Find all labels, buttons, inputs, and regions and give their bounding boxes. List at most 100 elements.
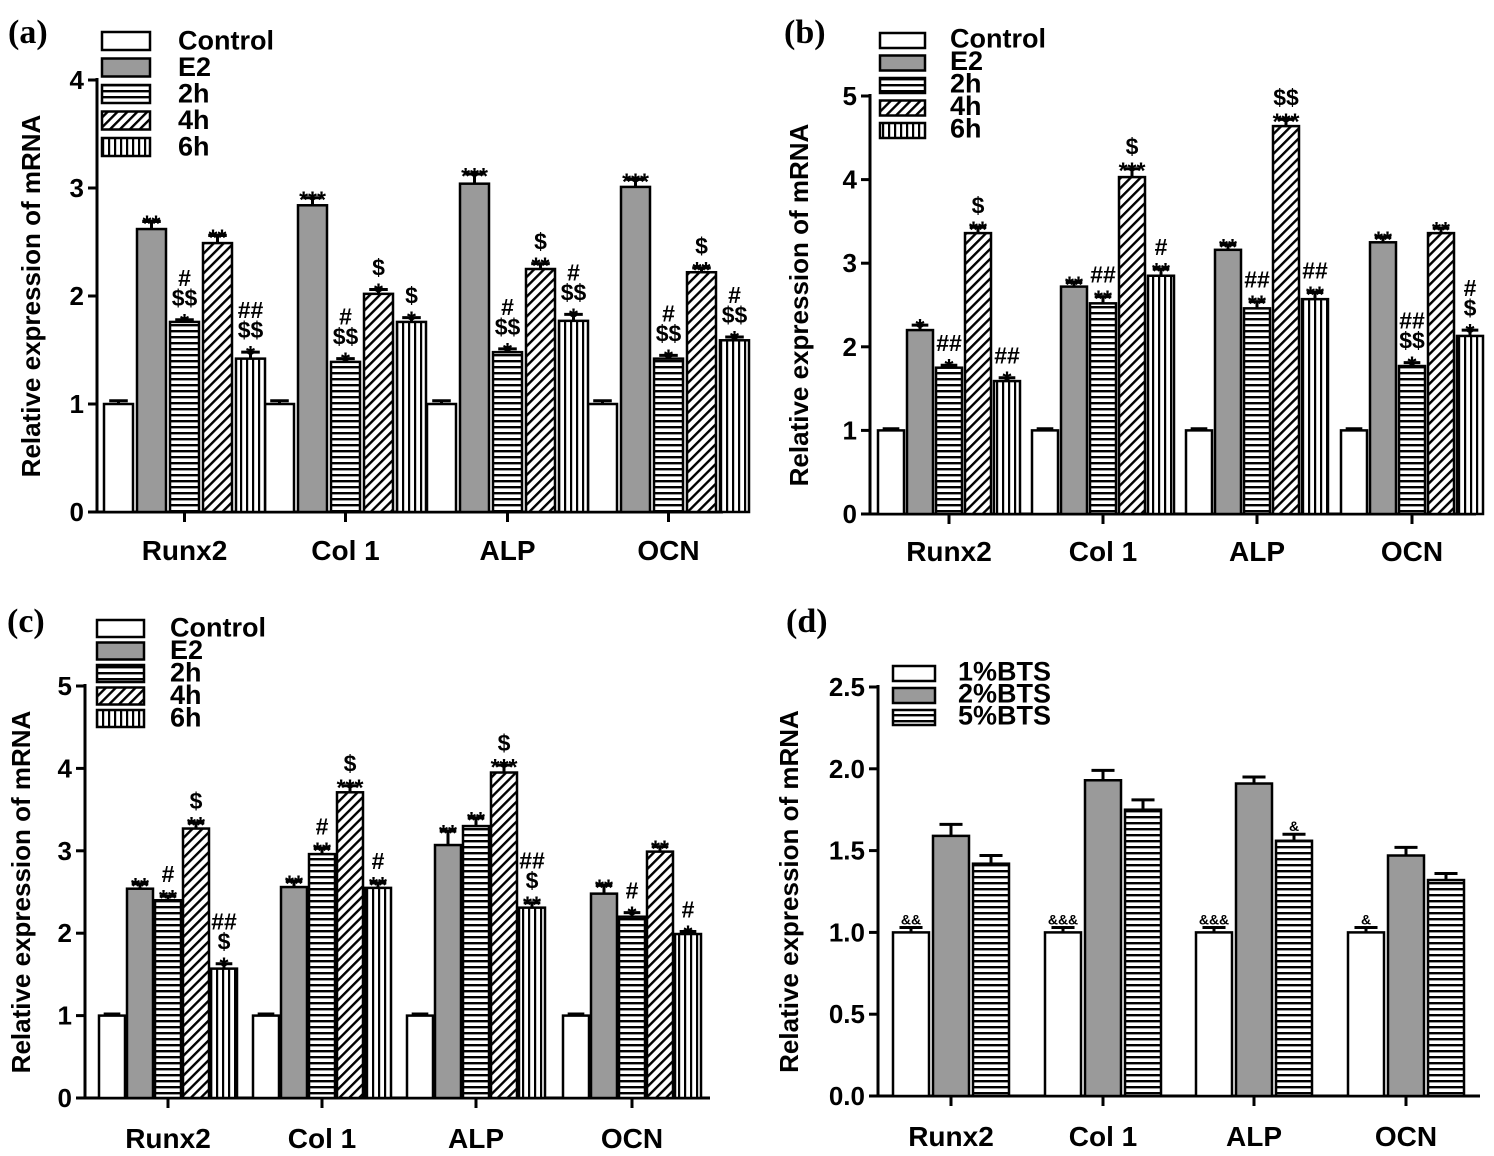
y-axis-label: Relative expression of mRNA	[784, 123, 814, 486]
bar-Control	[102, 402, 135, 514]
legend-label: E2	[178, 52, 211, 82]
y-tick-label: 0	[70, 497, 84, 527]
legend-label: 6h	[950, 114, 982, 144]
y-tick-label: 0.5	[829, 999, 865, 1029]
significance-mark: #	[501, 294, 514, 320]
bar-E2	[1059, 285, 1089, 516]
bar-4h	[1426, 231, 1456, 516]
significance-mark: ***	[461, 163, 488, 189]
bar-E2	[458, 182, 491, 514]
significance-mark: **	[131, 873, 149, 899]
category-label: OCN	[1375, 1121, 1437, 1152]
y-tick-label: 0	[58, 1083, 72, 1113]
legend-label: Control	[950, 24, 1046, 54]
significance-mark: **	[1306, 281, 1324, 307]
significance-mark: ***	[491, 754, 518, 780]
bar-E2	[905, 328, 935, 516]
significance-mark: **	[467, 807, 485, 833]
significance-mark: $	[498, 730, 511, 756]
bar-6h	[209, 967, 239, 1100]
significance-mark: *	[1466, 319, 1475, 345]
significance-mark: **	[595, 874, 613, 900]
significance-mark: &&	[901, 911, 921, 927]
chart-panel-a: (a) Relative expression of mRNA 0 1 2 3 4 Runx2…	[8, 14, 751, 566]
significance-mark: #	[662, 300, 675, 326]
category-label: OCN	[637, 535, 699, 566]
bar-1%BTS	[1346, 931, 1386, 1098]
significance-mark: *	[180, 309, 189, 335]
bar-Control	[1184, 429, 1214, 516]
significance-mark: #	[1155, 234, 1168, 260]
panel-label: (b)	[784, 14, 826, 51]
significance-mark: #	[316, 813, 329, 839]
significance-mark: #	[372, 848, 385, 874]
significance-mark: ##	[238, 297, 264, 323]
significance-mark: &&&	[1048, 911, 1078, 927]
legend-label: 4h	[950, 91, 982, 121]
bar-2h	[934, 366, 964, 516]
significance-mark: $	[1126, 134, 1139, 160]
bar-E2	[619, 185, 652, 514]
y-tick-label: 1.5	[829, 836, 865, 866]
significance-mark: ##	[994, 343, 1020, 369]
y-tick-label: 1	[70, 389, 84, 419]
category-label: ALP	[448, 1123, 504, 1154]
significance-mark: &	[1361, 911, 1371, 927]
bar-1%BTS	[1194, 931, 1234, 1098]
panel-label: (a)	[8, 14, 48, 51]
significance-mark: ##	[936, 330, 962, 356]
bar-2%BTS	[1083, 779, 1123, 1098]
significance-mark: *	[684, 921, 693, 947]
bar-6h	[673, 932, 703, 1100]
legend-label: 5%BTS	[958, 701, 1051, 731]
y-tick-label: 4	[70, 65, 85, 95]
bar-4h	[645, 850, 675, 1100]
legend-swatch	[95, 708, 146, 729]
y-tick-label: 1.0	[829, 917, 865, 947]
significance-mark: **	[159, 885, 177, 911]
category-label: OCN	[1381, 536, 1443, 567]
legend-swatch	[95, 663, 146, 684]
category-label: Runx2	[142, 535, 228, 566]
significance-mark: ##	[1244, 267, 1270, 293]
legend-swatch	[891, 708, 937, 727]
panel-label: (d)	[786, 603, 828, 640]
significance-mark: *	[916, 314, 925, 340]
legend-swatch	[891, 664, 937, 683]
y-tick-label: 1	[58, 1001, 72, 1031]
category-label: Col 1	[288, 1123, 356, 1154]
bar-Control	[425, 402, 458, 514]
legend-swatch	[95, 641, 146, 661]
y-tick-label: 2	[843, 332, 857, 362]
significance-mark: **	[1094, 286, 1112, 312]
significance-mark: **	[143, 210, 161, 236]
significance-mark: &	[1289, 818, 1299, 834]
significance-mark: **	[1248, 291, 1266, 317]
bar-6h	[1146, 274, 1176, 516]
significance-mark: $$	[656, 320, 682, 346]
significance-mark: $	[1464, 295, 1477, 321]
y-axis-label: Relative expression of mRNA	[16, 114, 46, 477]
legend-swatch	[878, 76, 927, 95]
legend-label: 1%BTS	[958, 657, 1051, 687]
bar-Control	[251, 1014, 281, 1100]
bar-E2	[1213, 248, 1243, 516]
significance-mark: $	[534, 229, 547, 255]
bar-2h	[1088, 302, 1118, 516]
significance-mark: $$	[722, 302, 748, 328]
significance-mark: $$	[1273, 84, 1299, 110]
significance-mark: $	[372, 255, 385, 281]
bar-6h	[363, 886, 393, 1100]
significance-mark: *	[945, 354, 954, 380]
significance-mark: ##	[1090, 262, 1116, 288]
bar-E2	[1368, 241, 1398, 516]
y-axis-label: Relative expression of mRNA	[6, 710, 36, 1073]
bar-Control	[405, 1014, 435, 1100]
significance-mark: **	[1065, 271, 1083, 297]
legend-label: Control	[178, 26, 274, 56]
legend-label: Control	[170, 613, 266, 643]
significance-mark: *	[503, 338, 512, 364]
legend-label: 2h	[170, 658, 202, 688]
